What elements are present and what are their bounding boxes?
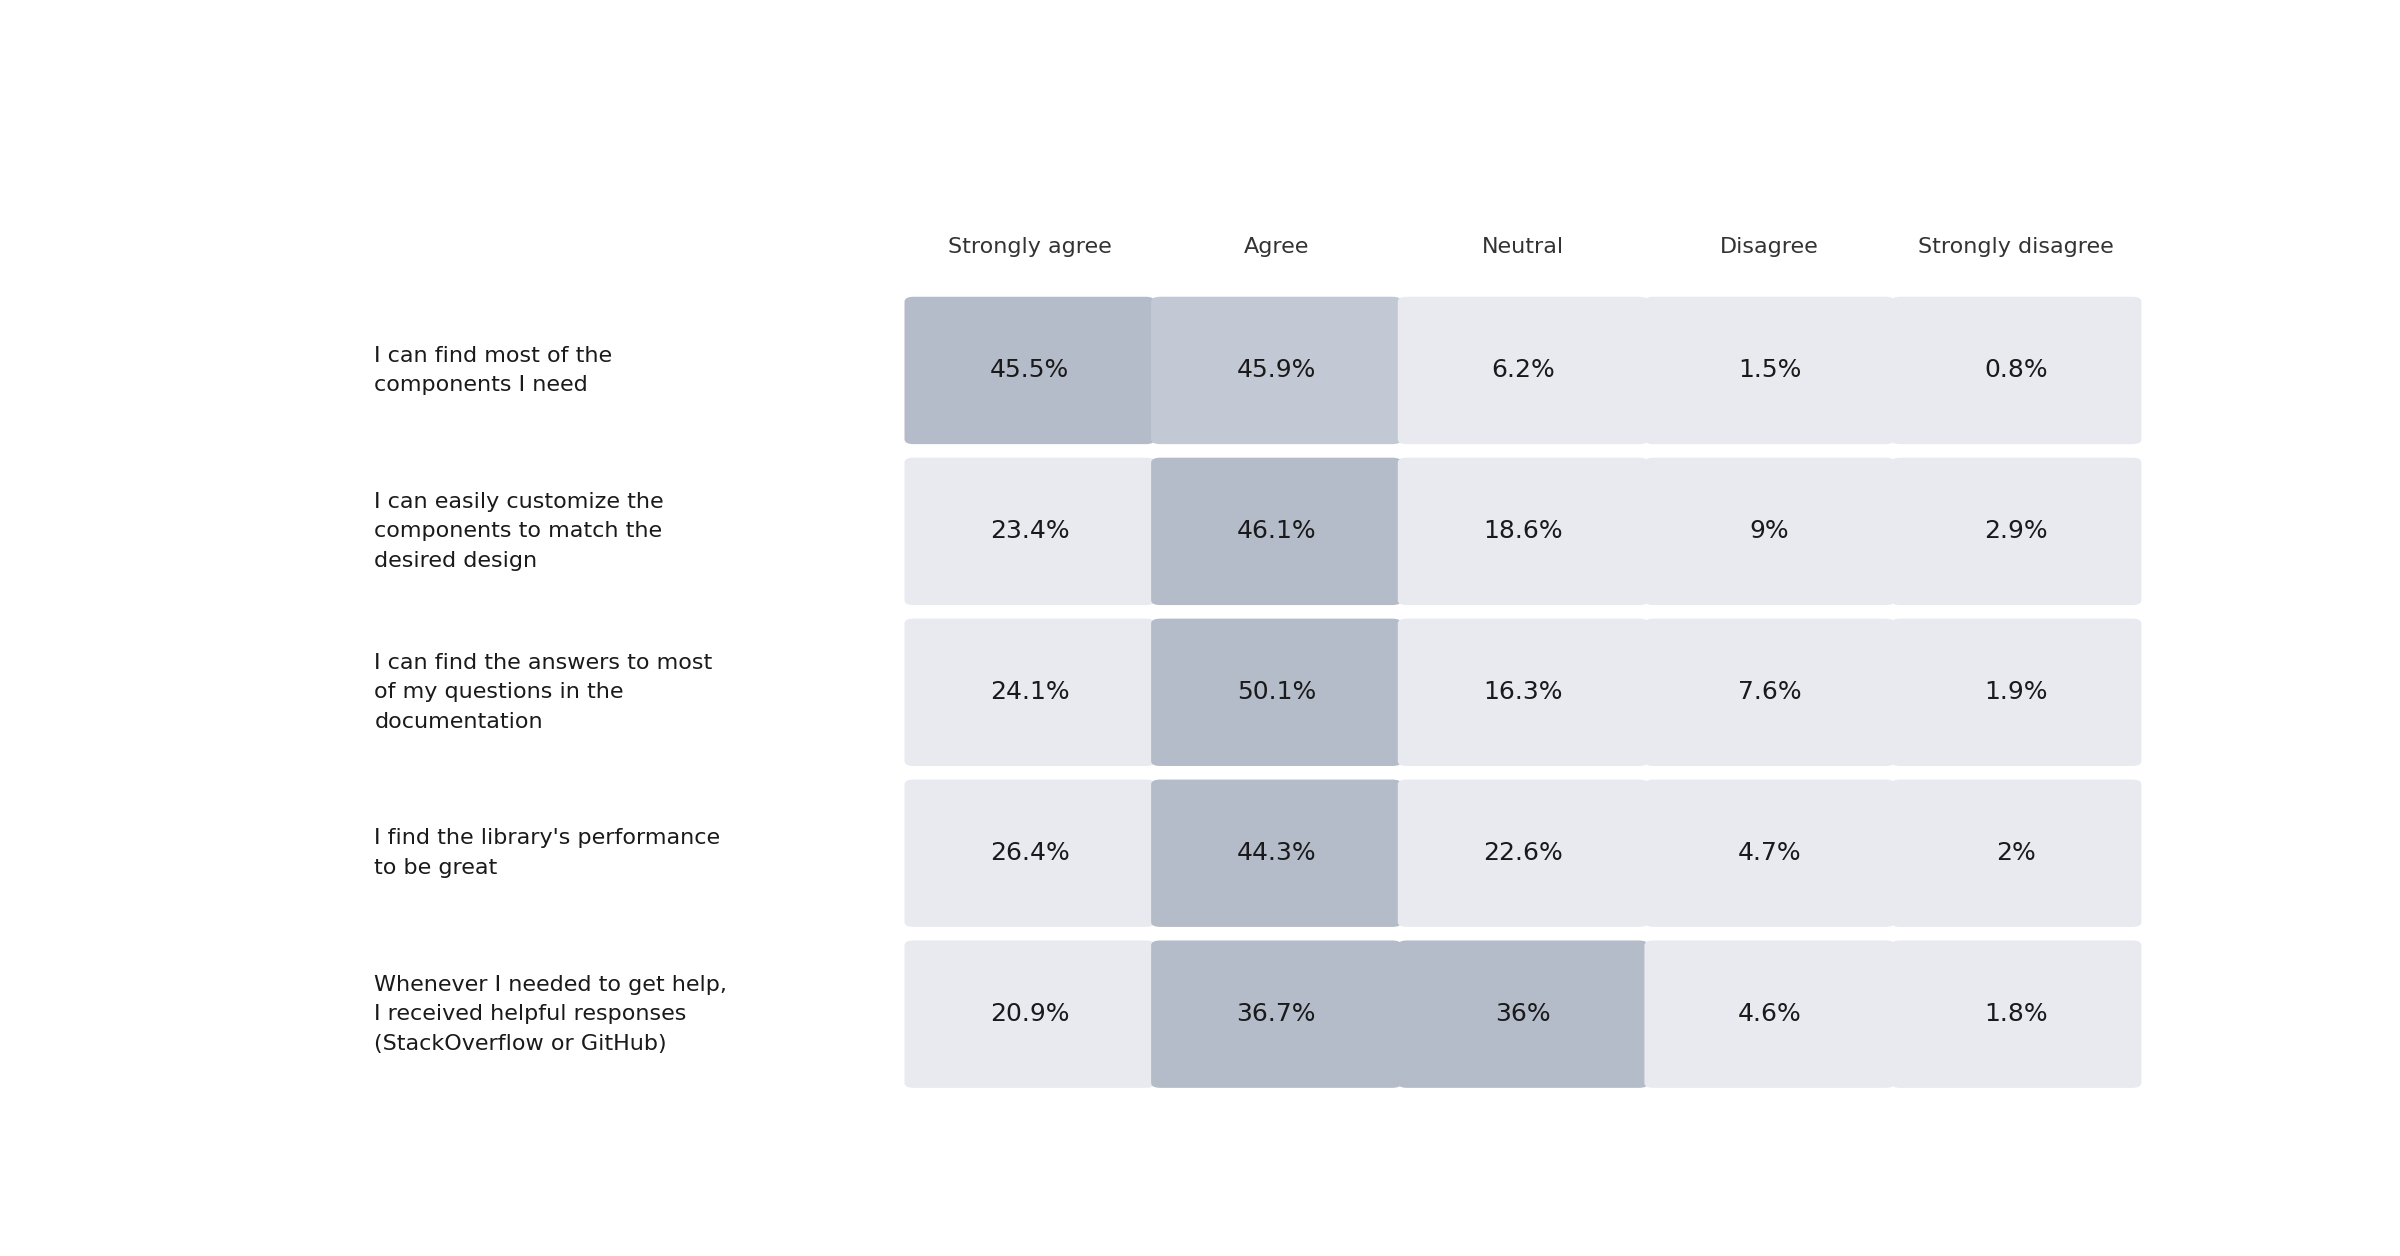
Text: 36%: 36% — [1495, 1002, 1550, 1026]
FancyBboxPatch shape — [1397, 296, 1649, 445]
Text: Disagree: Disagree — [1721, 237, 1819, 257]
Text: I can find most of the
components I need: I can find most of the components I need — [374, 345, 612, 396]
FancyBboxPatch shape — [1152, 941, 1402, 1088]
Text: 1.9%: 1.9% — [1985, 681, 2047, 705]
FancyBboxPatch shape — [1152, 296, 1402, 445]
FancyBboxPatch shape — [905, 941, 1154, 1088]
FancyBboxPatch shape — [905, 780, 1154, 927]
FancyBboxPatch shape — [1152, 780, 1402, 927]
Text: 20.9%: 20.9% — [989, 1002, 1070, 1026]
FancyBboxPatch shape — [1644, 457, 1894, 605]
Text: Neutral: Neutral — [1481, 237, 1565, 257]
Text: Agree: Agree — [1243, 237, 1308, 257]
Text: 23.4%: 23.4% — [989, 520, 1070, 544]
FancyBboxPatch shape — [1397, 457, 1649, 605]
Text: 16.3%: 16.3% — [1483, 681, 1562, 705]
Text: 45.5%: 45.5% — [991, 358, 1070, 382]
Text: 1.8%: 1.8% — [1985, 1002, 2047, 1026]
FancyBboxPatch shape — [1644, 780, 1894, 927]
Text: 45.9%: 45.9% — [1236, 358, 1315, 382]
FancyBboxPatch shape — [1397, 619, 1649, 766]
FancyBboxPatch shape — [1644, 619, 1894, 766]
FancyBboxPatch shape — [1891, 619, 2141, 766]
Text: 36.7%: 36.7% — [1236, 1002, 1315, 1026]
Text: 50.1%: 50.1% — [1236, 681, 1315, 705]
Text: 9%: 9% — [1750, 520, 1790, 544]
FancyBboxPatch shape — [1644, 941, 1894, 1088]
Text: 24.1%: 24.1% — [989, 681, 1070, 705]
FancyBboxPatch shape — [1644, 296, 1894, 445]
FancyBboxPatch shape — [1397, 941, 1649, 1088]
FancyBboxPatch shape — [1891, 296, 2141, 445]
Text: Strongly disagree: Strongly disagree — [1918, 237, 2114, 257]
Text: Strongly agree: Strongly agree — [948, 237, 1111, 257]
Text: 44.3%: 44.3% — [1236, 842, 1315, 865]
Text: 26.4%: 26.4% — [989, 842, 1070, 865]
Text: 2%: 2% — [1997, 842, 2035, 865]
Text: 0.8%: 0.8% — [1985, 358, 2047, 382]
FancyBboxPatch shape — [1891, 780, 2141, 927]
FancyBboxPatch shape — [905, 457, 1154, 605]
FancyBboxPatch shape — [1152, 457, 1402, 605]
Text: 22.6%: 22.6% — [1483, 842, 1562, 865]
Text: I can find the answers to most
of my questions in the
documentation: I can find the answers to most of my que… — [374, 653, 713, 732]
FancyBboxPatch shape — [905, 619, 1154, 766]
Text: 1.5%: 1.5% — [1738, 358, 1802, 382]
Text: 6.2%: 6.2% — [1490, 358, 1555, 382]
Text: 46.1%: 46.1% — [1236, 520, 1315, 544]
Text: 7.6%: 7.6% — [1738, 681, 1802, 705]
Text: I can easily customize the
components to match the
desired design: I can easily customize the components to… — [374, 492, 665, 571]
Text: 4.6%: 4.6% — [1738, 1002, 1802, 1026]
Text: Whenever I needed to get help,
I received helpful responses
(StackOverflow or Gi: Whenever I needed to get help, I receive… — [374, 975, 727, 1054]
FancyBboxPatch shape — [1397, 780, 1649, 927]
Text: 4.7%: 4.7% — [1738, 842, 1802, 865]
FancyBboxPatch shape — [1891, 457, 2141, 605]
Text: 2.9%: 2.9% — [1985, 520, 2047, 544]
FancyBboxPatch shape — [905, 296, 1154, 445]
Text: I find the library's performance
to be great: I find the library's performance to be g… — [374, 829, 720, 878]
FancyBboxPatch shape — [1152, 619, 1402, 766]
FancyBboxPatch shape — [1891, 941, 2141, 1088]
Text: 18.6%: 18.6% — [1483, 520, 1562, 544]
